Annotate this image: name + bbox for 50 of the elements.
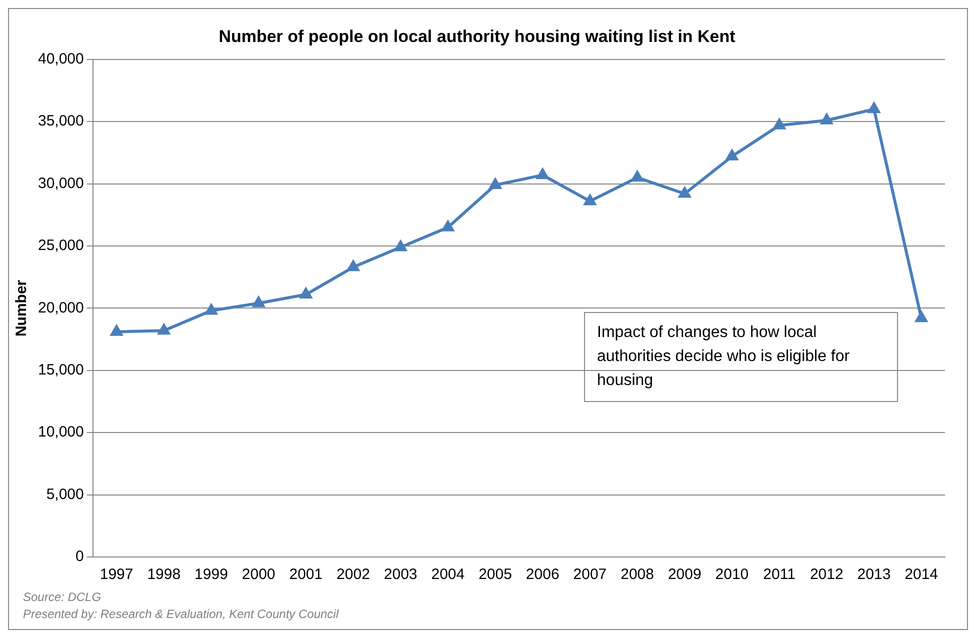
x-tick-label: 2004	[431, 566, 465, 584]
x-tick-label: 2001	[289, 566, 323, 584]
point	[300, 288, 312, 299]
point	[773, 118, 786, 130]
x-tick-label: 2007	[573, 566, 607, 584]
point	[916, 312, 928, 322]
x-tick-label: 2013	[857, 566, 891, 584]
y-axis-title: Number	[13, 280, 30, 337]
point	[536, 168, 548, 180]
y-tick-label: 30,000	[38, 174, 84, 192]
y-tick-label: 15,000	[38, 362, 84, 379]
x-tick-label: 2005	[478, 566, 512, 584]
x-tick-label: 1998	[147, 566, 181, 584]
point	[489, 178, 502, 190]
x-tick-label: 2010	[715, 566, 749, 584]
x-tick-label: 2008	[620, 566, 654, 584]
note-box: Impact of changes to how local authorities decide who is eligible for housing	[584, 312, 898, 402]
point	[394, 240, 406, 252]
x-tick-label: 2006	[526, 566, 560, 584]
point	[442, 220, 454, 232]
y-tick-label: 20,000	[38, 299, 84, 316]
x-tick-label: 1997	[100, 566, 134, 584]
x-tick-label: 1999	[194, 566, 228, 584]
point	[584, 194, 596, 206]
x-tick-label: 2009	[668, 566, 702, 584]
source-note: Source: DCLG	[23, 589, 102, 606]
y-tick-label: 10,000	[38, 424, 84, 441]
x-tick-label: 2014	[904, 566, 938, 584]
y-tick-label: 40,000	[38, 50, 84, 68]
point	[868, 102, 880, 114]
point	[631, 171, 644, 182]
x-tick-label: 2012	[810, 566, 844, 584]
y-tick-label: 25,000	[38, 237, 84, 254]
chart-title: Number of people on local authority housing waiting list in Kent	[218, 26, 736, 46]
point	[205, 304, 218, 315]
x-tick-label: 2000	[242, 566, 276, 584]
point	[820, 114, 832, 124]
text: Presented by: Research & Evaluation, Kent County Council	[23, 606, 340, 623]
point	[347, 260, 360, 272]
x-tick-label: 2003	[384, 566, 418, 584]
x-tick-label: 2002	[336, 566, 370, 584]
y-tick-label: 0	[76, 548, 84, 566]
point	[110, 325, 122, 336]
point	[678, 187, 690, 198]
x-tick-label: 2011	[763, 566, 796, 584]
point	[158, 324, 170, 335]
point	[726, 150, 738, 160]
y-tick-label: 5,000	[46, 486, 84, 503]
y-tick-label: 35,000	[38, 112, 84, 130]
point	[252, 296, 264, 308]
